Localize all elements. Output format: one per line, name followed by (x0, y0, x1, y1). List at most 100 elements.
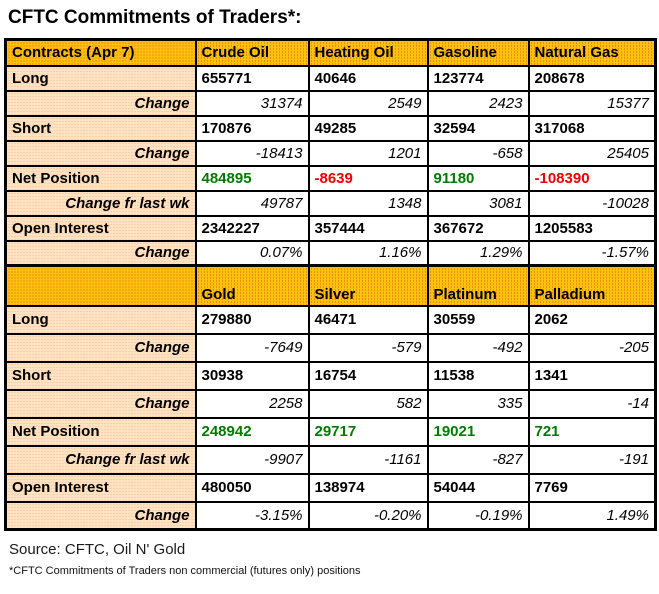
column-header-silver: Silver (307, 264, 429, 307)
data-cell: -205 (527, 332, 657, 363)
table-row-change: Change -7649 -579 -492 -205 (4, 332, 657, 363)
net-position-value: 721 (527, 416, 657, 447)
data-cell: -7649 (194, 332, 310, 363)
data-cell: 1.16% (307, 239, 429, 267)
data-cell: 357444 (307, 214, 429, 242)
data-cell: -191 (527, 444, 657, 475)
row-label: Change fr last wk (4, 444, 197, 475)
row-label: Short (4, 360, 197, 391)
section2-header-row: Gold Silver Platinum Palladium (4, 264, 657, 307)
table-row-short: Short 170876 49285 32594 317068 (4, 114, 657, 142)
table-row-net-position: Net Position 248942 29717 19021 721 (4, 416, 657, 447)
data-cell: 15377 (527, 89, 657, 117)
data-cell: 655771 (194, 64, 310, 92)
data-cell: 1.29% (426, 239, 530, 267)
data-cell: 30938 (194, 360, 310, 391)
column-header-gold: Gold (194, 264, 310, 307)
data-cell: -827 (426, 444, 530, 475)
data-cell: 0.07% (194, 239, 310, 267)
table-row-net-position: Net Position 484895 -8639 91180 -108390 (4, 164, 657, 192)
data-cell: -3.15% (194, 500, 310, 531)
row-label: Change (4, 500, 197, 531)
data-cell: -14 (527, 388, 657, 419)
data-cell: -0.20% (307, 500, 429, 531)
column-header-gasoline: Gasoline (426, 38, 530, 67)
row-label: Change (4, 89, 197, 117)
table-row-open-interest: Open Interest 480050 138974 54044 7769 (4, 472, 657, 503)
row-label: Change (4, 139, 197, 167)
data-cell: 3081 (426, 189, 530, 217)
table-row-change: Change -3.15% -0.20% -0.19% 1.49% (4, 500, 657, 531)
footnote: *CFTC Commitments of Traders non commerc… (9, 565, 361, 577)
data-cell: 11538 (426, 360, 530, 391)
row-label: Net Position (4, 164, 197, 192)
data-cell: 54044 (426, 472, 530, 503)
data-cell: 1205583 (527, 214, 657, 242)
page-title: CFTC Commitments of Traders*: (8, 7, 302, 28)
net-position-value: 248942 (194, 416, 310, 447)
data-cell: 7769 (527, 472, 657, 503)
data-cell: 32594 (426, 114, 530, 142)
table-row-long: Long 279880 46471 30559 2062 (4, 304, 657, 335)
net-position-value: 19021 (426, 416, 530, 447)
section1-header-label: Contracts (Apr 7) (4, 38, 197, 67)
net-position-value: -108390 (527, 164, 657, 192)
row-label: Change (4, 239, 197, 267)
data-cell: 31374 (194, 89, 310, 117)
data-cell: 2062 (527, 304, 657, 335)
data-cell: 367672 (426, 214, 530, 242)
data-cell: 582 (307, 388, 429, 419)
data-cell: -18413 (194, 139, 310, 167)
data-cell: -0.19% (426, 500, 530, 531)
data-cell: 1341 (527, 360, 657, 391)
column-header-crude-oil: Crude Oil (194, 38, 310, 67)
data-cell: 1.49% (527, 500, 657, 531)
net-position-value: 91180 (426, 164, 530, 192)
row-label: Long (4, 64, 197, 92)
data-cell: 317068 (527, 114, 657, 142)
data-cell: 170876 (194, 114, 310, 142)
cot-table: Contracts (Apr 7) Crude Oil Heating Oil … (4, 38, 657, 531)
net-position-value: 484895 (194, 164, 310, 192)
data-cell: -1.57% (527, 239, 657, 267)
data-cell: 480050 (194, 472, 310, 503)
section1-header-row: Contracts (Apr 7) Crude Oil Heating Oil … (4, 38, 657, 67)
table-row-short: Short 30938 16754 11538 1341 (4, 360, 657, 391)
data-cell: -658 (426, 139, 530, 167)
data-cell: 46471 (307, 304, 429, 335)
data-cell: 1348 (307, 189, 429, 217)
data-cell: 138974 (307, 472, 429, 503)
table-row-change-fr-last-wk: Change fr last wk -9907 -1161 -827 -191 (4, 444, 657, 475)
data-cell: 25405 (527, 139, 657, 167)
data-cell: -1161 (307, 444, 429, 475)
data-cell: 40646 (307, 64, 429, 92)
row-label: Change fr last wk (4, 189, 197, 217)
data-cell: -579 (307, 332, 429, 363)
row-label: Open Interest (4, 214, 197, 242)
net-position-value: -8639 (307, 164, 429, 192)
data-cell: 123774 (426, 64, 530, 92)
data-cell: 16754 (307, 360, 429, 391)
net-position-value: 29717 (307, 416, 429, 447)
row-label: Change (4, 332, 197, 363)
table-row-change-fr-last-wk: Change fr last wk 49787 1348 3081 -10028 (4, 189, 657, 217)
data-cell: -492 (426, 332, 530, 363)
data-cell: 208678 (527, 64, 657, 92)
source-line: Source: CFTC, Oil N' Gold (9, 541, 186, 558)
data-cell: 2342227 (194, 214, 310, 242)
table-row-change: Change 2258 582 335 -14 (4, 388, 657, 419)
footer: Source: CFTC, Oil N' Gold *CFTC Commitme… (9, 541, 656, 577)
table-row-open-interest: Open Interest 2342227 357444 367672 1205… (4, 214, 657, 242)
data-cell: 30559 (426, 304, 530, 335)
data-cell: -10028 (527, 189, 657, 217)
table-row-change: Change 31374 2549 2423 15377 (4, 89, 657, 117)
table-row-change: Change -18413 1201 -658 25405 (4, 139, 657, 167)
data-cell: 49787 (194, 189, 310, 217)
column-header-platinum: Platinum (426, 264, 530, 307)
column-header-heating-oil: Heating Oil (307, 38, 429, 67)
data-cell: 279880 (194, 304, 310, 335)
column-header-palladium: Palladium (527, 264, 657, 307)
column-header-natural-gas: Natural Gas (527, 38, 657, 67)
row-label: Net Position (4, 416, 197, 447)
